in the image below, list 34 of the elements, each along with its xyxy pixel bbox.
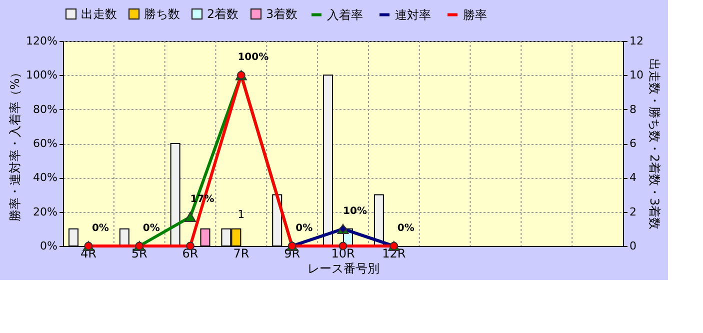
y-tick-label: 40% bbox=[33, 171, 58, 184]
legend-label: 入着率 bbox=[327, 8, 363, 22]
y2-axis-title: 出走数・勝ち数・2着数・3着数 bbox=[647, 58, 662, 230]
y2-tick-label: 2 bbox=[630, 205, 636, 218]
y2-tick-label: 6 bbox=[630, 137, 636, 150]
x-tick-label: 7R bbox=[233, 246, 250, 260]
y2-tick-label: 10 bbox=[630, 68, 644, 82]
y2-tick-label: 4 bbox=[630, 171, 636, 184]
y-tick-label: 120% bbox=[26, 34, 58, 48]
legend-label: 勝ち数 bbox=[144, 7, 180, 21]
y2-tick-label: 0 bbox=[630, 240, 636, 252]
y-tick-label: 60% bbox=[33, 137, 58, 150]
y-tick-label: 0% bbox=[40, 240, 58, 252]
x-axis-title: レース番号別 bbox=[308, 262, 380, 276]
legend-label: 2着数 bbox=[207, 7, 239, 21]
data-label: 100% bbox=[238, 52, 269, 64]
legend-label: 出走数 bbox=[81, 7, 117, 21]
y-tick-label: 80% bbox=[33, 102, 58, 116]
x-tick-label: 10R bbox=[331, 246, 355, 260]
legend-label: 勝率 bbox=[463, 8, 487, 22]
y-tick-label: 100% bbox=[26, 68, 58, 82]
y2-tick-label: 12 bbox=[630, 34, 644, 48]
data-label: 1 bbox=[238, 208, 245, 221]
y-tick-label: 20% bbox=[33, 205, 58, 218]
data-label: 0% bbox=[296, 223, 313, 234]
data-label: 0% bbox=[142, 223, 160, 234]
y2-tick-label: 8 bbox=[630, 102, 636, 116]
data-label: 10% bbox=[343, 206, 367, 217]
data-label: 0% bbox=[92, 223, 109, 234]
x-tick-label: 6R bbox=[182, 246, 198, 260]
legend-label: 連対率 bbox=[395, 8, 431, 22]
legend-label: 3着数 bbox=[266, 7, 298, 21]
y-axis-title: 勝率・連対率・入着率（%） bbox=[8, 66, 22, 222]
data-label: 0% bbox=[397, 223, 414, 234]
